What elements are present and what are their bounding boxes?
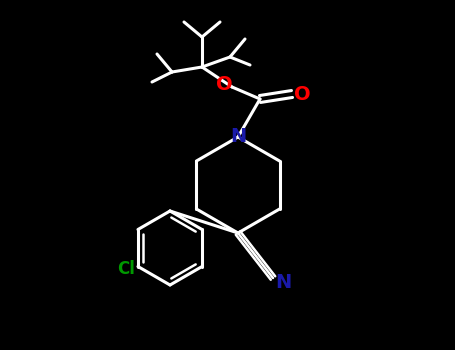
Text: O: O [293,84,310,104]
Text: N: N [230,127,246,147]
Text: N: N [275,273,291,293]
Text: Cl: Cl [117,259,135,278]
Text: O: O [216,76,233,94]
